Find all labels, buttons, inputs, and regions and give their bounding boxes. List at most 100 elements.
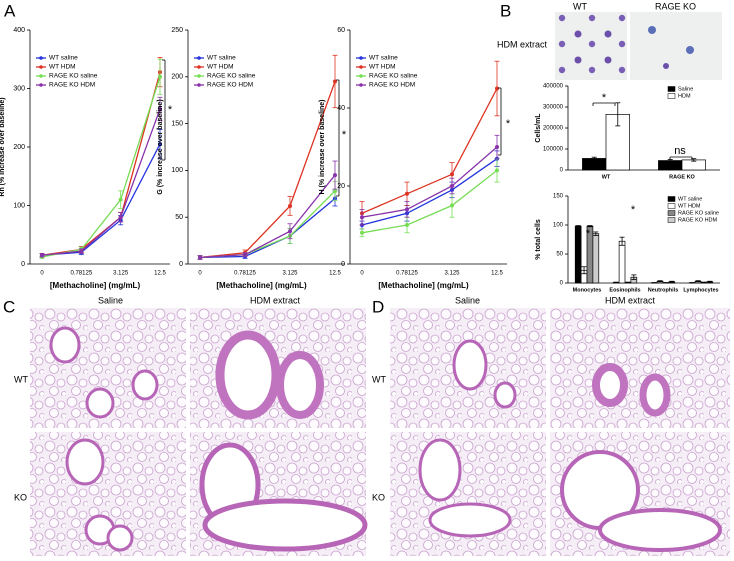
x-tick-label: 12.5 [154,271,166,277]
micrographs-d: Saline HDM extract WT KO [372,295,730,556]
row-label: WT [372,374,386,384]
series-line [41,108,161,256]
x-tick-label: 0.78125 [70,271,92,277]
y-tick-label: 300 [13,85,25,92]
y-axis-label: H (% increase over baseline) [319,100,326,195]
legend-marker [197,83,201,87]
micrographs-c: Saline HDM extract WT KO [14,295,368,556]
x-tick-label: Eosinophils [609,287,640,293]
y-tick-label: 300000 [543,105,564,111]
legend-marker [359,83,363,87]
legend-label: RAGE KO saline [678,210,719,216]
y-tick-label: 100 [553,223,564,229]
x-tick-label: Monocytes [573,287,602,293]
marker [405,223,409,227]
legend-label: Saline [678,86,693,92]
panel-label: B [500,1,511,20]
legend-swatch [667,217,676,223]
bar [574,225,582,284]
y-tick-label: 400000 [543,84,564,90]
y-axis-label: Rn (% increase over baseline) [0,97,6,196]
x-tick-label: 0.78125 [234,271,256,277]
row-label: KO [14,492,27,502]
bar [618,240,626,284]
marker [495,86,499,91]
column-label: HDM extract [605,295,656,305]
legend-marker [359,74,363,78]
marker [450,184,454,188]
annotation: * [342,129,347,141]
x-tick-label: 0 [198,271,202,277]
x-tick-label: Lymphocytes [683,287,718,293]
y-tick-label: 50 [556,252,563,258]
annotation: ns [674,145,686,157]
y-tick-label: 0 [560,168,564,174]
panel-label: D [372,297,384,316]
row-label: HDM extract [497,39,548,49]
legend-label: RAGE KO saline [369,73,418,80]
x-tick-label: 12.5 [491,271,503,277]
marker [360,215,364,220]
column-label: HDM extract [250,295,301,305]
marker [333,173,337,178]
row-label: KO [372,492,385,502]
cell [686,46,694,54]
annotation: * [602,92,607,104]
legend-swatch [667,86,676,92]
legend-marker [39,65,43,69]
series-line [199,81,336,259]
legend-swatch [667,203,676,209]
legend-label: WT HDM [49,64,76,71]
y-tick-label: 400 [13,27,25,34]
micrographs-b: WT RAGE KO HDM extract [497,1,722,80]
panel-letters: A B C D [3,1,511,316]
y-tick-label: 200 [13,144,25,151]
marker [40,253,44,258]
marker [333,188,337,193]
series-line [41,143,161,256]
legend-marker [359,56,363,60]
legend-label: WT HDM [369,64,396,71]
marker [158,74,162,79]
marker [405,207,409,212]
y-tick-label: 20 [337,183,345,190]
y-tick-label: 100 [13,202,25,209]
legend-marker [39,56,43,60]
x-tick-label: 3.125 [444,271,460,277]
legend-label: WT saline [49,55,78,62]
legend-marker [39,74,43,78]
y-axis-label: G (% increase over baseline) [157,99,164,194]
annotation: * [168,104,173,116]
x-tick-label: 3.125 [282,271,298,277]
y-tick-label: 40 [337,105,345,112]
legend-label: RAGE KO HDM [49,82,95,89]
y-tick-label: 50 [175,214,183,221]
marker [198,255,202,260]
y-tick-label: 250 [171,27,183,34]
annotation: * [506,118,511,130]
legend-marker [359,65,363,69]
panel-label: C [3,297,15,316]
legend-label: HDM [678,93,691,99]
x-axis-label: [Methacholine] (mg/mL) [216,281,307,290]
legend-label: WT HDM [678,203,701,209]
marker [288,229,292,234]
marker [360,230,364,235]
y-axis-label: Cells/mL [535,113,542,143]
marker [118,215,123,220]
airways [418,339,722,552]
series-line [361,158,498,226]
marker [158,142,162,147]
micrograph [630,12,722,80]
y-tick-label: 100000 [543,147,564,153]
x-tick-label: 12.5 [329,271,341,277]
legend-marker [39,83,43,87]
marker [333,79,337,84]
legend-swatch [667,210,676,216]
column-label: RAGE KO [655,1,696,11]
legend-label: WT saline [369,55,398,62]
x-tick-label: WT [602,174,611,180]
airways [49,326,368,552]
micrograph [550,308,730,428]
